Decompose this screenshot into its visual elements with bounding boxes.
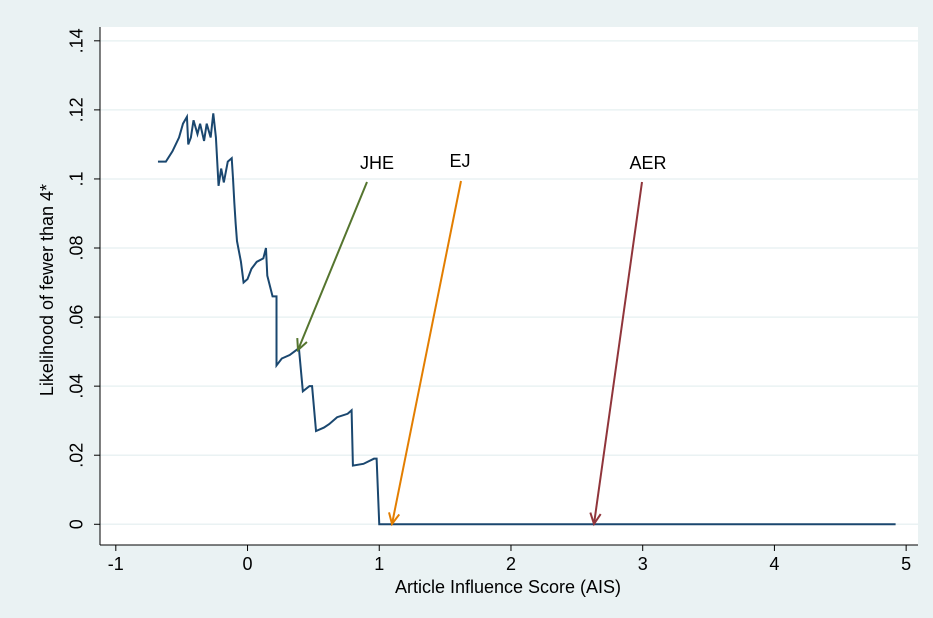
x-axis-title: Article Influence Score (AIS) bbox=[395, 577, 621, 597]
annotation-label: EJ bbox=[449, 151, 470, 171]
x-tick-label: -1 bbox=[108, 554, 124, 574]
arrow-head bbox=[589, 512, 602, 527]
y-tick-label: .08 bbox=[67, 235, 87, 260]
x-tick-label: 5 bbox=[901, 554, 911, 574]
y-tick-label: .06 bbox=[67, 305, 87, 330]
annotation-label: JHE bbox=[360, 153, 394, 173]
annotation-arrow bbox=[391, 180, 462, 525]
x-tick-label: 3 bbox=[638, 554, 648, 574]
annotation-arrow bbox=[593, 181, 643, 525]
x-tick-label: 0 bbox=[243, 554, 253, 574]
annotation-label: AER bbox=[629, 153, 666, 173]
x-tick-label: 1 bbox=[374, 554, 384, 574]
data-line bbox=[157, 113, 896, 526]
x-tick-label: 4 bbox=[769, 554, 779, 574]
y-tick-label: .04 bbox=[67, 374, 87, 399]
y-tick-label: .02 bbox=[67, 443, 87, 468]
y-tick-label: .1 bbox=[67, 171, 87, 186]
y-tick-label: .12 bbox=[67, 97, 87, 122]
x-tick-label: 2 bbox=[506, 554, 516, 574]
plot-area bbox=[100, 27, 918, 545]
annotation-arrow bbox=[297, 181, 368, 351]
arrow-head bbox=[296, 337, 308, 353]
y-tick-label: .14 bbox=[67, 28, 87, 53]
y-tick-label: 0 bbox=[67, 519, 87, 529]
arrow-head bbox=[388, 512, 401, 527]
y-axis-title: Likelihood of fewer than 4* bbox=[37, 184, 57, 396]
